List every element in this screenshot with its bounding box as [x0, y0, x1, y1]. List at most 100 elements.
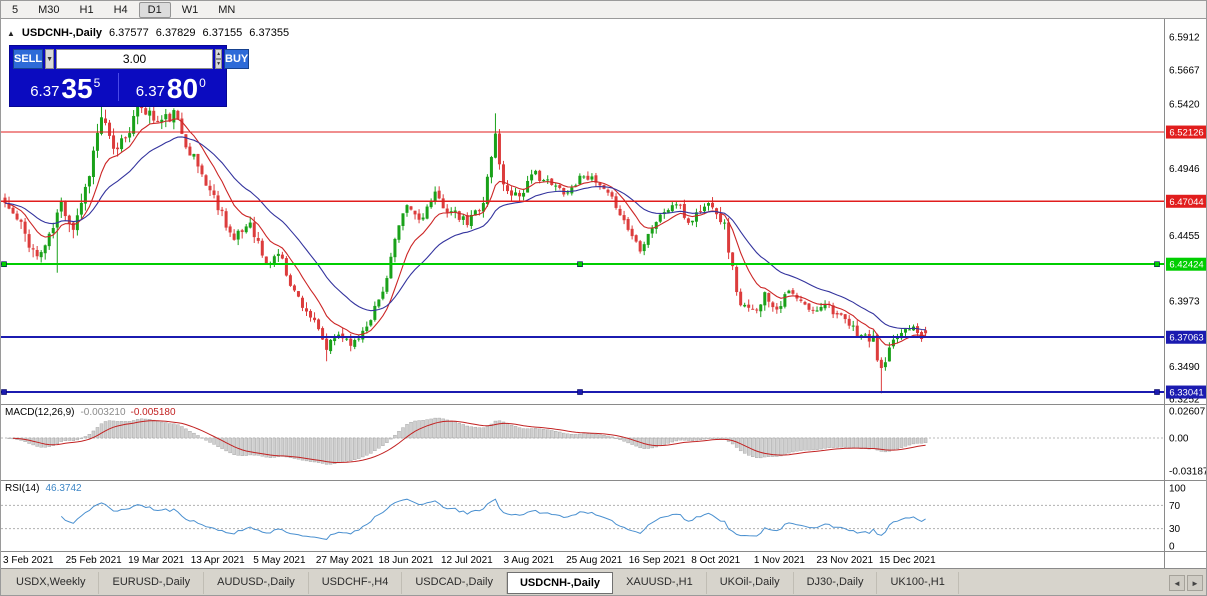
price-chart-canvas[interactable]: 6.5912 6.5667 6.5420 6.4946 6.4455 6.3973 6.34…	[1, 19, 1207, 568]
date-axis[interactable]: 3 Feb 2021 25 Feb 2021 19 Mar 2021 13 Apr 2…	[3, 555, 936, 566]
svg-text:25 Aug 2021: 25 Aug 2021	[566, 555, 623, 566]
rsi-indicator-label: RSI(14) 46.3742	[5, 483, 82, 494]
svg-text:6.4946: 6.4946	[1169, 164, 1200, 175]
timeframe-button-h1[interactable]: H1	[79, 3, 94, 16]
chart-tabs: USDX,Weekly EURUSD-,Daily AUDUSD-,Daily USD…	[3, 572, 959, 594]
line-handle[interactable]	[1, 261, 7, 268]
svg-text:23 Nov 2021: 23 Nov 2021	[816, 555, 873, 566]
svg-text:0.02607: 0.02607	[1169, 407, 1206, 418]
timeframe-button-m5[interactable]: 5	[12, 3, 19, 16]
chart-tab-usdx-weekly[interactable]: USDX,Weekly	[3, 572, 100, 594]
sell-button[interactable]: SELL	[13, 49, 44, 69]
svg-text:27 May 2021: 27 May 2021	[316, 555, 374, 566]
ohlc-low-value: 6.37155	[202, 27, 243, 39]
line-handle[interactable]	[1, 389, 7, 395]
timeframe-button-m30[interactable]: M30	[38, 3, 60, 16]
chart-tab-usdcad-daily[interactable]: USDCAD-,Daily	[402, 572, 507, 594]
svg-text:6.42424: 6.42424	[1169, 260, 1203, 271]
macd-pane	[1, 417, 1164, 465]
price-badge	[1166, 125, 1206, 139]
line-handle[interactable]	[1154, 261, 1160, 268]
pane-dividers	[1, 19, 1206, 568]
svg-text:18 Jun 2021: 18 Jun 2021	[378, 555, 433, 566]
buy-price-prefix: 6.37	[135, 83, 165, 100]
buy-button[interactable]: BUY	[224, 49, 250, 69]
chart-window: 6.5912 6.5667 6.5420 6.4946 6.4455 6.3973 6.34…	[1, 19, 1207, 568]
svg-text:6.5667: 6.5667	[1169, 66, 1200, 77]
chart-tab-dj30-daily[interactable]: DJ30-,Daily	[794, 572, 878, 594]
svg-text:6.33041: 6.33041	[1169, 388, 1203, 399]
price-badge	[1166, 257, 1206, 271]
macd-indicator-label: MACD(12,26,9) -0.003210 -0.005180	[5, 407, 176, 418]
ohlc-high-value: 6.37829	[155, 27, 196, 39]
svg-text:6.5420: 6.5420	[1169, 99, 1200, 110]
svg-text:12 Jul 2021: 12 Jul 2021	[441, 555, 493, 566]
chevron-right-icon: ►	[1191, 578, 1199, 588]
macd-signal-value: -0.005180	[130, 407, 176, 418]
svg-text:6.4455: 6.4455	[1169, 231, 1200, 242]
rsi-pane	[1, 498, 1164, 540]
dropdown-arrow-icon: ▼	[46, 55, 54, 63]
chart-tab-ukoil-daily[interactable]: UKOil-,Daily	[707, 572, 794, 594]
buy-price-pip-digit: 0	[199, 76, 206, 90]
line-handle[interactable]	[1154, 389, 1160, 395]
ohlc-open-value: 6.37577	[109, 27, 149, 39]
svg-text:0.00: 0.00	[1169, 434, 1189, 445]
tab-scroll-right-button[interactable]: ►	[1187, 575, 1203, 591]
ma-fast-line	[4, 118, 926, 346]
sell-price-big-digits: 35	[61, 73, 93, 104]
svg-text:6.37063: 6.37063	[1169, 333, 1203, 344]
macd-name: MACD(12,26,9)	[5, 407, 75, 418]
svg-text:25 Feb 2021: 25 Feb 2021	[66, 555, 123, 566]
chart-tab-eurusd-daily[interactable]: EURUSD-,Daily	[99, 572, 205, 594]
timeframe-button-d1[interactable]: D1	[138, 1, 171, 18]
price-axis[interactable]: 6.5912 6.5667 6.5420 6.4946 6.4455 6.3973 6.34…	[1166, 32, 1207, 553]
svg-text:6.3973: 6.3973	[1169, 296, 1200, 307]
timeframe-button-mn[interactable]: MN	[218, 3, 236, 16]
collapse-trade-panel-icon[interactable]: ▲	[7, 28, 15, 38]
chevron-left-icon: ◄	[1173, 578, 1181, 588]
chart-tab-usdchf-h4[interactable]: USDCHF-,H4	[309, 572, 403, 594]
ohlc-close-value: 6.37355	[249, 27, 290, 39]
line-handle[interactable]	[577, 389, 583, 395]
buy-price-display[interactable]: 6.37 80 0	[119, 71, 224, 103]
svg-text:1 Nov 2021: 1 Nov 2021	[754, 555, 806, 566]
timeframe-button-w1[interactable]: W1	[181, 3, 199, 16]
chart-tab-audusd-daily[interactable]: AUDUSD-,Daily	[204, 572, 309, 594]
svg-text:6.52126: 6.52126	[1169, 128, 1203, 139]
tab-scroll-left-button[interactable]: ◄	[1169, 575, 1185, 591]
sell-price-display[interactable]: 6.37 35 5	[13, 71, 118, 103]
chart-tab-uk100-h1[interactable]: UK100-,H1	[877, 572, 959, 594]
chart-tab-usdcnh-daily[interactable]: USDCNH-,Daily	[506, 572, 614, 594]
volume-input[interactable]	[56, 49, 214, 69]
svg-text:6.47044: 6.47044	[1169, 197, 1203, 208]
macd-main-value: -0.003210	[80, 407, 126, 418]
svg-text:6.3490: 6.3490	[1169, 362, 1200, 373]
volume-increase-button[interactable]: ▲	[215, 49, 223, 59]
price-divider	[117, 73, 119, 101]
sell-price-pip-digit: 5	[93, 76, 101, 90]
svg-text:3 Feb 2021: 3 Feb 2021	[3, 555, 54, 566]
svg-text:13 Apr 2021: 13 Apr 2021	[191, 555, 245, 566]
volume-dropdown-button[interactable]: ▼	[45, 49, 55, 69]
svg-text:100: 100	[1169, 484, 1186, 495]
tab-scroll-controls: ◄ ►	[1169, 575, 1203, 591]
chart-tab-xauusd-h1[interactable]: XAUUSD-,H1	[613, 572, 707, 594]
rsi-name: RSI(14)	[5, 483, 40, 494]
line-handle[interactable]	[577, 261, 583, 268]
svg-text:30: 30	[1169, 524, 1181, 535]
timeframe-toolbar: 5 M30 H1 H4 D1 W1 MN	[1, 1, 1206, 19]
volume-decrease-button[interactable]: ▼	[215, 59, 223, 69]
chart-title: ▲ USDCNH-,Daily 6.37577 6.37829 6.37155 …	[7, 27, 289, 39]
rsi-value: 46.3742	[45, 483, 82, 494]
chart-symbol-label: USDCNH-,Daily	[21, 27, 102, 39]
one-click-trading-panel: SELL ▼ ▲ ▼ BUY 6.37 35 5 6.	[9, 45, 250, 107]
ma-slow-line	[4, 136, 926, 331]
svg-text:0: 0	[1169, 542, 1175, 553]
svg-text:-0.03187: -0.03187	[1169, 466, 1207, 477]
timeframe-button-h4[interactable]: H4	[113, 3, 128, 16]
volume-stepper: ▲ ▼	[215, 49, 223, 69]
sell-price-prefix: 6.37	[30, 83, 60, 100]
svg-text:16 Sep 2021: 16 Sep 2021	[629, 555, 686, 566]
